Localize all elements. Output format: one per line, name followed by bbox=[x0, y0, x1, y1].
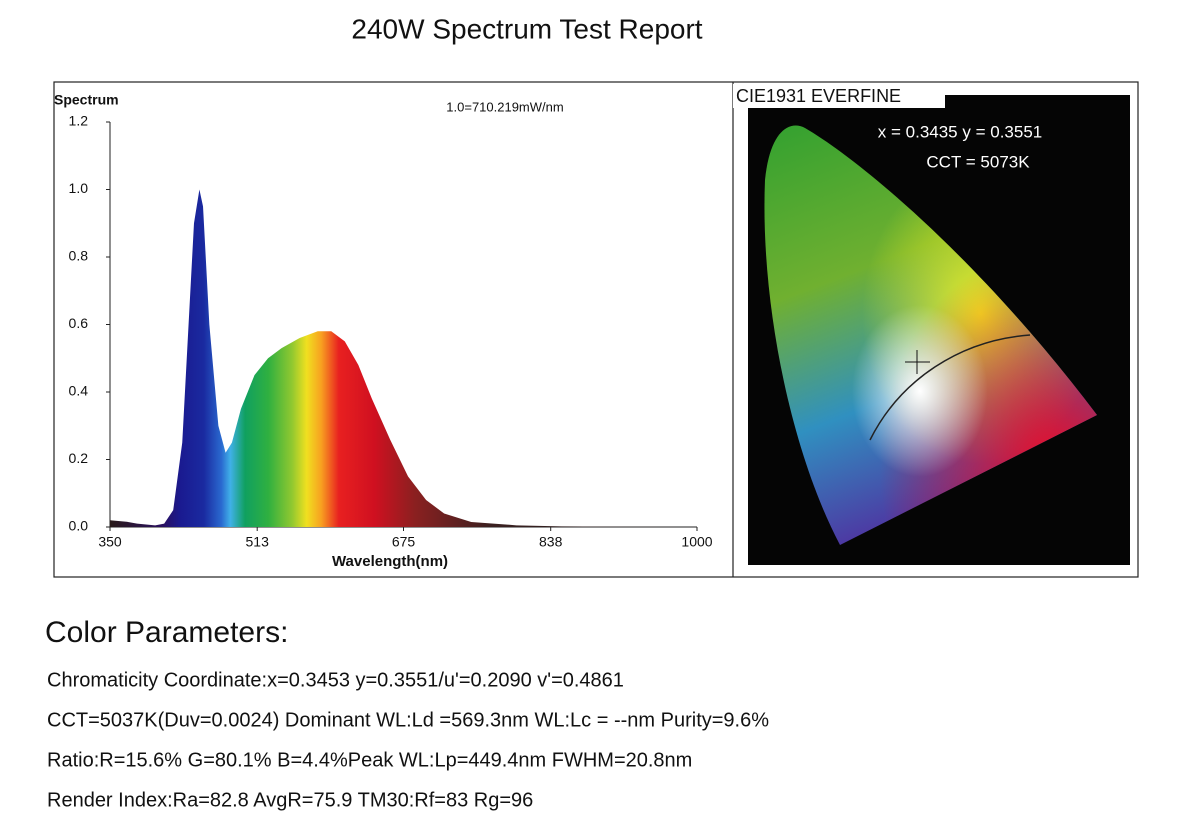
title: 240W Spectrum Test Report bbox=[351, 13, 702, 44]
parameter-line: Render Index:Ra=82.8 AvgR=75.9 TM30:Rf=8… bbox=[47, 789, 533, 811]
spectrum-chart: Spectrum 1.0=710.219mW/nm Wavelength(nm)… bbox=[54, 92, 713, 570]
cie-label: CIE1931 EVERFINE bbox=[736, 86, 901, 106]
y-tick-label: 0.0 bbox=[69, 518, 89, 534]
y-axis-label: Spectrum bbox=[54, 92, 119, 108]
y-tick-label: 1.0 bbox=[69, 180, 89, 196]
x-tick-label: 350 bbox=[98, 534, 122, 550]
spectrum-area bbox=[110, 189, 697, 527]
x-tick-label: 675 bbox=[392, 534, 416, 550]
annotation: 1.0=710.219mW/nm bbox=[446, 99, 563, 114]
cie-diagram: CIE1931 EVERFINE x = 0.3435 y = 0.3551 C… bbox=[733, 84, 1130, 565]
parameter-line: Ratio:R=15.6% G=80.1% B=4.4%Peak WL:Lp=4… bbox=[47, 749, 692, 771]
cie-coordinates: x = 0.3435 y = 0.3551 bbox=[878, 122, 1042, 141]
y-tick-label: 0.8 bbox=[69, 248, 89, 264]
y-tick-label: 0.4 bbox=[69, 383, 89, 399]
parameter-line: CCT=5037K(Duv=0.0024) Dominant WL:Ld =56… bbox=[47, 709, 769, 731]
y-tick-label: 1.2 bbox=[69, 113, 89, 129]
y-tick-label: 0.2 bbox=[69, 450, 89, 466]
y-tick-label: 0.6 bbox=[69, 315, 89, 331]
frame bbox=[53, 81, 1139, 578]
cie-cct: CCT = 5073K bbox=[926, 152, 1030, 171]
parameter-line: Chromaticity Coordinate:x=0.3453 y=0.355… bbox=[47, 669, 624, 691]
x-tick-label: 838 bbox=[539, 534, 563, 550]
parameters: Chromaticity Coordinate:x=0.3453 y=0.355… bbox=[47, 669, 769, 811]
parameters-heading: Color Parameters: bbox=[45, 616, 288, 649]
x-axis-label: Wavelength(nm) bbox=[332, 553, 448, 570]
x-tick-label: 1000 bbox=[681, 534, 712, 550]
x-tick-label: 513 bbox=[246, 534, 270, 550]
